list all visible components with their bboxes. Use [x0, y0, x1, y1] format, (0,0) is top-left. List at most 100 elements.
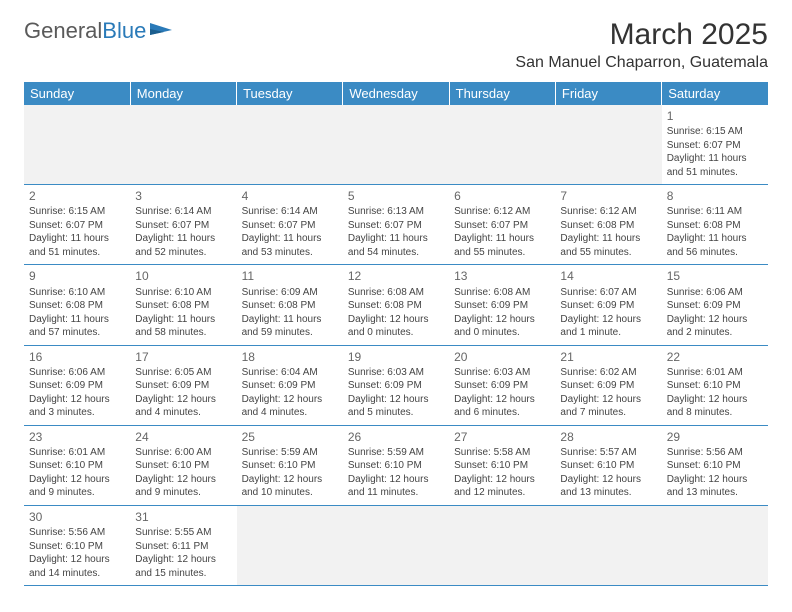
sunset-text: Sunset: 6:10 PM [135, 459, 231, 473]
calendar-cell: 5Sunrise: 6:13 AMSunset: 6:07 PMDaylight… [343, 185, 449, 265]
sunset-text: Sunset: 6:11 PM [135, 540, 231, 554]
calendar-cell: 14Sunrise: 6:07 AMSunset: 6:09 PMDayligh… [555, 265, 661, 345]
sunrise-text: Sunrise: 5:59 AM [242, 446, 338, 460]
calendar-cell: 8Sunrise: 6:11 AMSunset: 6:08 PMDaylight… [662, 185, 768, 265]
sunset-text: Sunset: 6:07 PM [29, 219, 125, 233]
sunset-text: Sunset: 6:08 PM [242, 299, 338, 313]
sunrise-text: Sunrise: 6:10 AM [29, 286, 125, 300]
sunset-text: Sunset: 6:10 PM [348, 459, 444, 473]
weekday-header: Wednesday [343, 82, 449, 105]
calendar-cell: 25Sunrise: 5:59 AMSunset: 6:10 PMDayligh… [237, 425, 343, 505]
calendar-cell: 18Sunrise: 6:04 AMSunset: 6:09 PMDayligh… [237, 345, 343, 425]
location: San Manuel Chaparron, Guatemala [515, 54, 768, 72]
daylight-text: Daylight: 11 hours and 58 minutes. [135, 313, 231, 340]
day-number: 6 [454, 188, 550, 204]
calendar-row: 23Sunrise: 6:01 AMSunset: 6:10 PMDayligh… [24, 425, 768, 505]
daylight-text: Daylight: 12 hours and 15 minutes. [135, 553, 231, 580]
daylight-text: Daylight: 11 hours and 56 minutes. [667, 232, 763, 259]
weekday-header: Monday [130, 82, 236, 105]
calendar-cell: 10Sunrise: 6:10 AMSunset: 6:08 PMDayligh… [130, 265, 236, 345]
calendar-cell [237, 105, 343, 185]
calendar-cell [343, 505, 449, 585]
calendar-body: 1Sunrise: 6:15 AMSunset: 6:07 PMDaylight… [24, 105, 768, 586]
calendar-cell: 24Sunrise: 6:00 AMSunset: 6:10 PMDayligh… [130, 425, 236, 505]
title-block: March 2025 San Manuel Chaparron, Guatema… [515, 18, 768, 72]
calendar-cell [343, 105, 449, 185]
calendar-cell [237, 505, 343, 585]
daylight-text: Daylight: 11 hours and 59 minutes. [242, 313, 338, 340]
sunrise-text: Sunrise: 6:07 AM [560, 286, 656, 300]
weekday-header: Friday [555, 82, 661, 105]
sunrise-text: Sunrise: 6:05 AM [135, 366, 231, 380]
sunrise-text: Sunrise: 6:13 AM [348, 205, 444, 219]
day-number: 25 [242, 429, 338, 445]
daylight-text: Daylight: 12 hours and 12 minutes. [454, 473, 550, 500]
sunset-text: Sunset: 6:09 PM [242, 379, 338, 393]
daylight-text: Daylight: 12 hours and 8 minutes. [667, 393, 763, 420]
calendar-cell: 19Sunrise: 6:03 AMSunset: 6:09 PMDayligh… [343, 345, 449, 425]
sunset-text: Sunset: 6:07 PM [454, 219, 550, 233]
sunset-text: Sunset: 6:08 PM [29, 299, 125, 313]
calendar-cell: 1Sunrise: 6:15 AMSunset: 6:07 PMDaylight… [662, 105, 768, 185]
day-number: 3 [135, 188, 231, 204]
calendar-table: Sunday Monday Tuesday Wednesday Thursday… [24, 82, 768, 586]
day-number: 16 [29, 349, 125, 365]
calendar-cell: 28Sunrise: 5:57 AMSunset: 6:10 PMDayligh… [555, 425, 661, 505]
day-number: 8 [667, 188, 763, 204]
weekday-header-row: Sunday Monday Tuesday Wednesday Thursday… [24, 82, 768, 105]
sunset-text: Sunset: 6:07 PM [667, 139, 763, 153]
sunset-text: Sunset: 6:09 PM [348, 379, 444, 393]
daylight-text: Daylight: 12 hours and 4 minutes. [242, 393, 338, 420]
calendar-cell: 17Sunrise: 6:05 AMSunset: 6:09 PMDayligh… [130, 345, 236, 425]
sunrise-text: Sunrise: 6:03 AM [454, 366, 550, 380]
sunrise-text: Sunrise: 6:11 AM [667, 205, 763, 219]
sunset-text: Sunset: 6:09 PM [29, 379, 125, 393]
daylight-text: Daylight: 12 hours and 7 minutes. [560, 393, 656, 420]
sunrise-text: Sunrise: 6:04 AM [242, 366, 338, 380]
calendar-cell: 16Sunrise: 6:06 AMSunset: 6:09 PMDayligh… [24, 345, 130, 425]
calendar-cell: 30Sunrise: 5:56 AMSunset: 6:10 PMDayligh… [24, 505, 130, 585]
calendar-cell: 31Sunrise: 5:55 AMSunset: 6:11 PMDayligh… [130, 505, 236, 585]
calendar-cell [130, 105, 236, 185]
weekday-header: Thursday [449, 82, 555, 105]
sunset-text: Sunset: 6:09 PM [454, 379, 550, 393]
calendar-cell [24, 105, 130, 185]
sunrise-text: Sunrise: 5:55 AM [135, 526, 231, 540]
day-number: 22 [667, 349, 763, 365]
logo: GeneralBlue [24, 18, 176, 44]
daylight-text: Daylight: 11 hours and 52 minutes. [135, 232, 231, 259]
daylight-text: Daylight: 11 hours and 55 minutes. [560, 232, 656, 259]
sunset-text: Sunset: 6:10 PM [667, 379, 763, 393]
sunrise-text: Sunrise: 6:01 AM [29, 446, 125, 460]
sunrise-text: Sunrise: 5:59 AM [348, 446, 444, 460]
calendar-row: 2Sunrise: 6:15 AMSunset: 6:07 PMDaylight… [24, 185, 768, 265]
sunrise-text: Sunrise: 5:58 AM [454, 446, 550, 460]
calendar-cell: 12Sunrise: 6:08 AMSunset: 6:08 PMDayligh… [343, 265, 449, 345]
day-number: 1 [667, 108, 763, 124]
sunset-text: Sunset: 6:09 PM [135, 379, 231, 393]
day-number: 10 [135, 268, 231, 284]
sunrise-text: Sunrise: 6:03 AM [348, 366, 444, 380]
calendar-cell [449, 105, 555, 185]
sunrise-text: Sunrise: 6:14 AM [242, 205, 338, 219]
daylight-text: Daylight: 12 hours and 3 minutes. [29, 393, 125, 420]
day-number: 9 [29, 268, 125, 284]
daylight-text: Daylight: 12 hours and 4 minutes. [135, 393, 231, 420]
sunset-text: Sunset: 6:08 PM [667, 219, 763, 233]
daylight-text: Daylight: 11 hours and 54 minutes. [348, 232, 444, 259]
calendar-cell: 26Sunrise: 5:59 AMSunset: 6:10 PMDayligh… [343, 425, 449, 505]
calendar-cell: 15Sunrise: 6:06 AMSunset: 6:09 PMDayligh… [662, 265, 768, 345]
daylight-text: Daylight: 12 hours and 1 minute. [560, 313, 656, 340]
sunset-text: Sunset: 6:10 PM [454, 459, 550, 473]
calendar-row: 1Sunrise: 6:15 AMSunset: 6:07 PMDaylight… [24, 105, 768, 185]
day-number: 23 [29, 429, 125, 445]
sunrise-text: Sunrise: 5:56 AM [667, 446, 763, 460]
daylight-text: Daylight: 12 hours and 10 minutes. [242, 473, 338, 500]
calendar-cell [555, 105, 661, 185]
sunset-text: Sunset: 6:09 PM [667, 299, 763, 313]
calendar-cell [555, 505, 661, 585]
logo-word2: Blue [102, 18, 146, 43]
sunrise-text: Sunrise: 5:57 AM [560, 446, 656, 460]
day-number: 26 [348, 429, 444, 445]
daylight-text: Daylight: 12 hours and 11 minutes. [348, 473, 444, 500]
